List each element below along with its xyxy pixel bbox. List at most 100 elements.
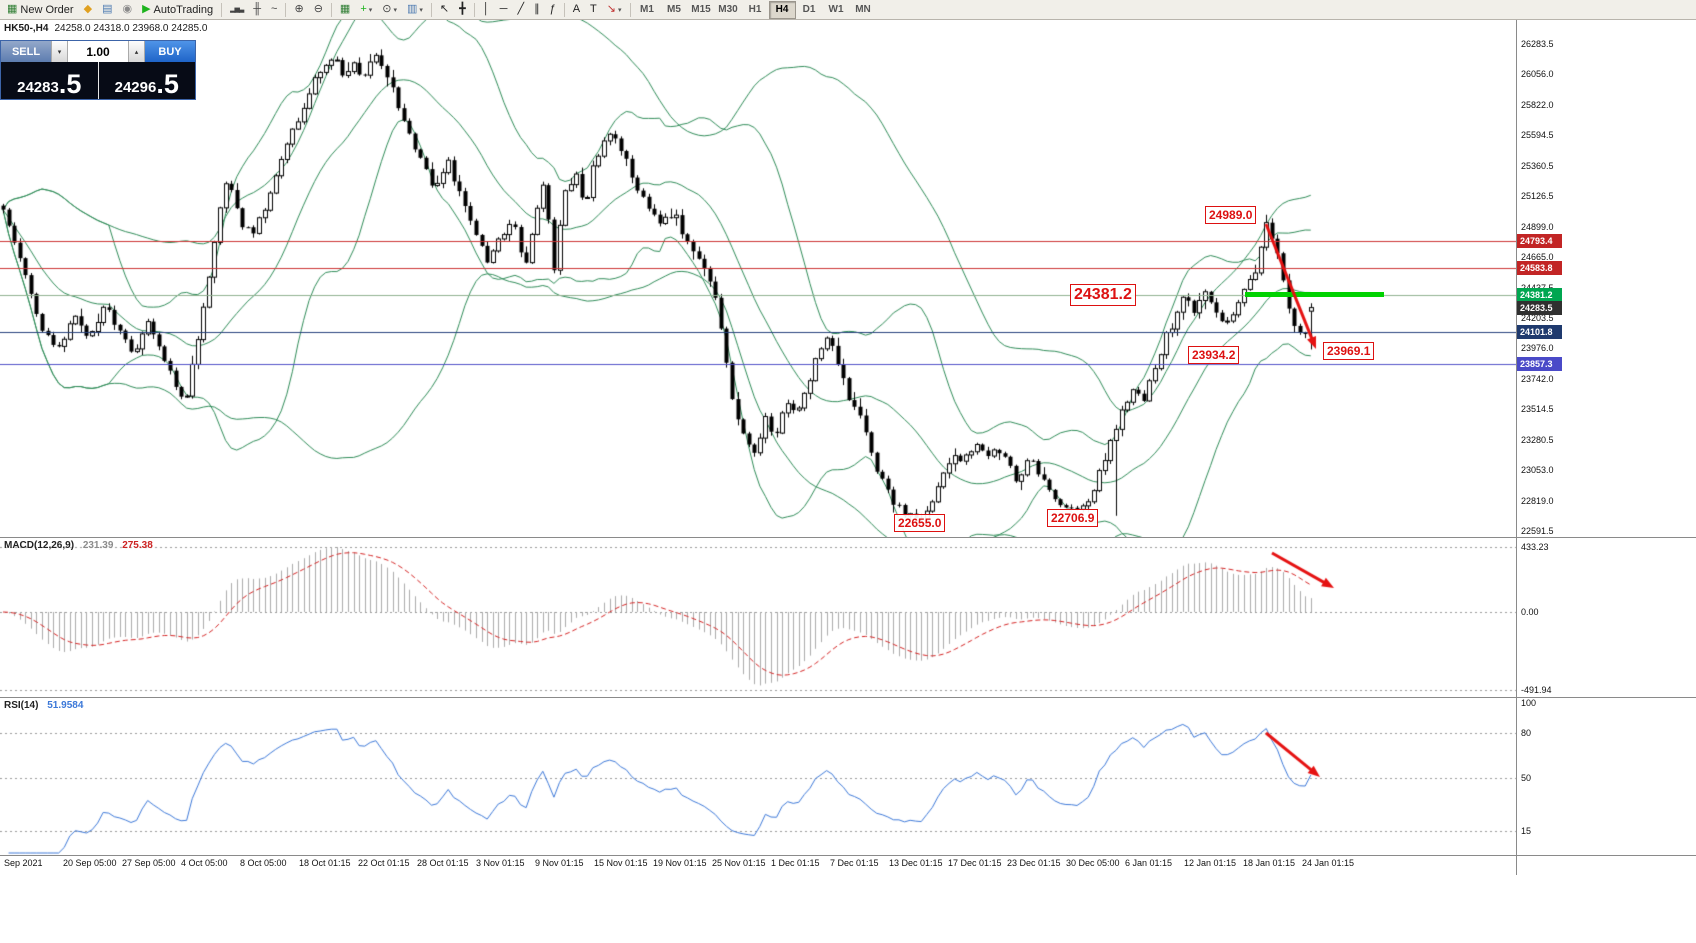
sell-price-main: 24283 (17, 78, 59, 96)
bottom-low-label-2[interactable]: 22706.9 (1047, 509, 1099, 527)
time-axis-label: 28 Oct 01:15 (417, 858, 469, 868)
volume-decrease-button[interactable]: ▾ (51, 41, 68, 62)
autotrading-button-label: AutoTrading (153, 3, 214, 16)
text-label-button[interactable]: T (586, 0, 601, 19)
volume-input[interactable] (68, 41, 128, 62)
rsi-value: 51.9584 (47, 700, 84, 711)
price-scale-label: 23280.5 (1521, 434, 1554, 445)
autotrading-button[interactable]: ▶ AutoTrading (138, 0, 217, 19)
time-axis-label: 13 Dec 01:15 (889, 858, 943, 868)
sell-button[interactable]: SELL (1, 41, 51, 62)
target-price-label[interactable]: 23969.1 (1323, 342, 1375, 360)
macd-panel-canvas[interactable] (0, 537, 1516, 697)
toolbar-separator (430, 2, 432, 17)
tile-windows-button[interactable]: ▦ (336, 0, 354, 19)
timeframe-mn-button[interactable]: MN (855, 4, 871, 15)
swing-high-label[interactable]: 24989.0 (1205, 206, 1257, 224)
time-axis-label: 12 Jan 01:15 (1184, 858, 1237, 868)
time-axis-label: 6 Jan 01:15 (1125, 858, 1173, 868)
one-click-trading-panel: SELL ▾ ▴ BUY 24283 .5 24296 .5 (0, 40, 196, 100)
horizontal-line-button[interactable]: ─ (496, 0, 512, 19)
timeframe-m30-button[interactable]: M30 (718, 4, 738, 15)
zoom-in-button[interactable]: ⊕ (290, 0, 307, 19)
timeframe-m15-button[interactable]: M15 (691, 4, 711, 15)
metaeditor-icon-button[interactable]: ◆ (80, 0, 96, 19)
pivot-tag: 24101.8 (1517, 324, 1562, 339)
price-scale-label: 25360.5 (1521, 160, 1554, 171)
macd-main-value: 231.39 (82, 540, 114, 551)
sell-price[interactable]: 24283 .5 (1, 62, 99, 99)
caret-down-icon: ▾ (617, 6, 622, 14)
time-axis-label: 3 Nov 01:15 (476, 858, 525, 868)
trendline-button[interactable]: ╱ (513, 0, 528, 19)
rsi-indicator-label: RSI(14) 51.9584 (4, 700, 83, 711)
price-chart-canvas[interactable] (0, 20, 1516, 537)
support-line-segment[interactable] (1245, 292, 1384, 298)
macd-scale-label: 433.23 (1521, 542, 1549, 552)
window-bottom-area (0, 875, 1696, 943)
crosshair-button[interactable]: ╋ (455, 0, 470, 19)
chart-ohlc-title: HK50-,H4 24258.0 24318.0 23968.0 24285.0 (4, 23, 207, 34)
price-scale-label: 23514.5 (1521, 404, 1554, 415)
template-button[interactable]: ▥ ▾ (403, 0, 427, 19)
lower-support-tag: 23857.3 (1517, 357, 1562, 372)
timeframe-m5-button[interactable]: M5 (667, 4, 681, 15)
zoom-out-button[interactable]: ⊖ (310, 0, 327, 19)
bottom-low-label-1[interactable]: 22655.0 (894, 514, 946, 532)
timeframe-h4-button[interactable]: H4 (768, 0, 796, 19)
market-watch-icon-icon: ▤ (102, 3, 113, 15)
market-watch-icon-button[interactable]: ▤ (98, 0, 116, 19)
macd-scale-label: -491.94 (1521, 685, 1552, 695)
indicators-button[interactable]: + ▾ (356, 0, 376, 19)
time-axis-label: 18 Jan 01:15 (1243, 858, 1296, 868)
bar-chart-button[interactable]: ▂▅▃ (226, 0, 247, 19)
buy-price-main: 24296 (114, 78, 157, 96)
text-button[interactable]: A (569, 0, 584, 19)
caret-down-icon: ▾ (368, 6, 373, 14)
timeframe-d1-button[interactable]: D1 (802, 4, 816, 15)
rsi-scale-label: 50 (1521, 773, 1532, 783)
fibonacci-button[interactable]: ƒ (546, 0, 560, 19)
price-scale-label: 23053.0 (1521, 465, 1554, 476)
resistance-tag-lower: 24583.8 (1517, 261, 1562, 276)
price-scale-label: 26283.5 (1521, 39, 1554, 49)
equidistant-channel-button[interactable]: ∥ (530, 0, 544, 19)
time-axis-label: 20 Sep 05:00 (63, 858, 117, 868)
bid-price-tag: 24283.5 (1517, 300, 1562, 315)
buy-price[interactable]: 24296 .5 (99, 62, 196, 99)
cursor-button[interactable]: ↖ (436, 0, 453, 19)
minor-low-label[interactable]: 23934.2 (1188, 346, 1240, 364)
record-macro-button[interactable]: ◉ (118, 0, 136, 19)
zoom-in-icon: ⊕ (294, 3, 304, 15)
macd-scale-label: 0.00 (1521, 607, 1539, 617)
arrows-button[interactable]: ↘ ▾ (603, 0, 626, 19)
timeframe-w1-button[interactable]: W1 (828, 4, 844, 15)
periods-button[interactable]: ⊙ ▾ (378, 0, 401, 19)
key-level-label[interactable]: 24381.2 (1070, 284, 1136, 306)
candlestick-chart-button[interactable]: ╫ (249, 0, 265, 19)
bar-chart-icon: ▂▅▃ (230, 6, 244, 13)
time-axis-label: 9 Nov 01:15 (535, 858, 584, 868)
new-order-button[interactable]: ▦ New Order (3, 0, 78, 19)
trendline-icon: ╱ (517, 3, 525, 15)
rsi-panel-canvas[interactable] (0, 697, 1516, 855)
timeframe-m1-button[interactable]: M1 (640, 4, 654, 15)
rsi-panel-separator[interactable] (0, 697, 1696, 698)
buy-price-fraction: .5 (156, 69, 179, 100)
toolbar: ▦ New Order ◆ ▤ ◉ ▶ AutoTrading ▂▅▃ ╫ ~ ⊕ ⊖ ▦ + ▾ ⊙ ▾ ▥ ▾ ↖… (0, 0, 1696, 20)
volume-increase-button[interactable]: ▴ (128, 41, 145, 62)
periods-icon: ⊙ (382, 3, 392, 15)
macd-panel-separator[interactable] (0, 537, 1696, 538)
time-axis-label: Sep 2021 (4, 858, 43, 868)
record-macro-icon: ◉ (122, 3, 133, 15)
vertical-line-button[interactable]: │ (479, 0, 494, 19)
indicators-icon: + (360, 3, 367, 15)
resistance-tag-upper: 24793.4 (1517, 233, 1562, 248)
timeframe-h1-button[interactable]: H1 (748, 4, 762, 15)
buy-button[interactable]: BUY (145, 41, 195, 62)
candlestick-chart-icon: ╫ (253, 3, 262, 15)
rsi-title: RSI(14) (4, 700, 39, 711)
horizontal-line-icon: ─ (499, 3, 508, 15)
line-chart-button[interactable]: ~ (267, 0, 281, 19)
